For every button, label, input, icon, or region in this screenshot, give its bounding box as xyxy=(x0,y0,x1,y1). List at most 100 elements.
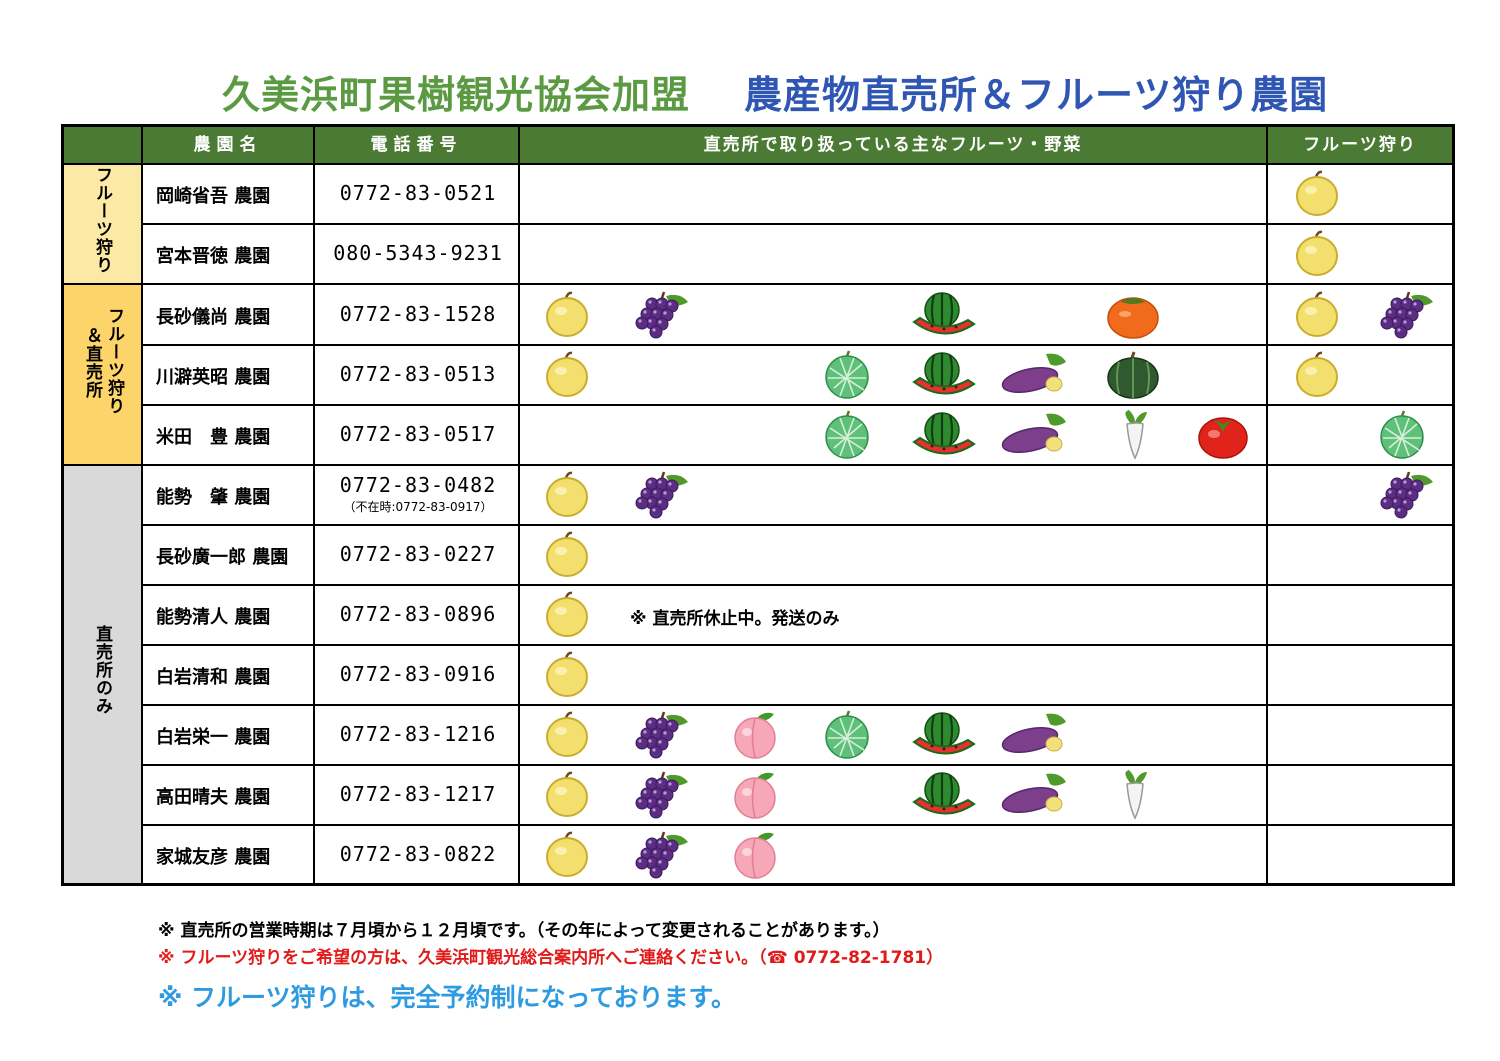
row-divider xyxy=(141,524,1452,526)
sweet-potato-icon xyxy=(1000,410,1066,460)
tomato-icon xyxy=(1196,410,1248,460)
melon-icon xyxy=(822,350,872,400)
watermelon-icon xyxy=(912,410,976,460)
grape-icon xyxy=(1377,290,1433,340)
header-picking: フルーツ狩り xyxy=(1303,135,1417,155)
farm-name: 長砂廣一郎 農園 xyxy=(156,547,289,568)
pear-icon xyxy=(542,770,592,820)
row-divider xyxy=(141,764,1452,766)
footer-note-season: ※ 直売所の営業時期は７月頃から１２月頃です。（その年によって変更されることがあ… xyxy=(158,921,890,941)
pear-icon xyxy=(542,590,592,640)
header-phone: 電話番号 xyxy=(370,135,463,155)
row-divider xyxy=(141,344,1452,346)
pear-icon xyxy=(1292,350,1342,400)
farm-name: 川澼英昭 農園 xyxy=(156,367,271,388)
pear-icon xyxy=(1292,229,1342,279)
category-fruit-picking: フルーツ狩り xyxy=(64,164,143,285)
row-divider xyxy=(141,404,1452,406)
peach-icon xyxy=(730,710,780,760)
grape-icon xyxy=(632,290,688,340)
daikon-icon xyxy=(1115,410,1165,460)
farm-phone: 0772-83-1216 xyxy=(339,722,497,746)
farm-phone: 0772-83-0513 xyxy=(339,362,497,386)
title-association: 久美浜町果樹観光協会加盟 xyxy=(222,73,691,117)
sweet-potato-icon xyxy=(1000,710,1066,760)
footer-note-contact: ※ フルーツ狩りをご希望の方は、久美浜町観光総合案内所へご連絡ください。（☎ 0… xyxy=(158,948,944,968)
peach-icon xyxy=(730,770,780,820)
category-label: 直売所のみ xyxy=(92,625,112,715)
melon-icon xyxy=(1377,410,1427,460)
farm-name: 宮本晋徳 農園 xyxy=(156,246,271,267)
title-main: 農産物直売所＆フルーツ狩り農園 xyxy=(744,73,1329,117)
grape-icon xyxy=(632,710,688,760)
farm-phone: 0772-83-1217 xyxy=(339,782,497,806)
grape-icon xyxy=(632,830,688,880)
peach-icon xyxy=(730,830,780,880)
pear-icon xyxy=(1292,169,1342,219)
watermelon-icon xyxy=(912,770,976,820)
row-divider xyxy=(64,283,1452,285)
farm-name: 長砂儀尚 農園 xyxy=(156,307,271,328)
farm-name: 高田晴夫 農園 xyxy=(156,787,271,808)
farm-name: 能勢 肇 農園 xyxy=(156,487,271,508)
watermelon-icon xyxy=(912,710,976,760)
farm-phone: 0772-83-0822 xyxy=(339,842,497,866)
farm-phone: 0772-83-0521 xyxy=(339,181,497,205)
column-divider xyxy=(141,127,143,883)
footer-note-reservation: ※ フルーツ狩りは、完全予約制になっております。 xyxy=(158,983,737,1012)
table-header: 農園名 電話番号 直売所で取り扱っている主なフルーツ・野菜 フルーツ狩り xyxy=(64,127,1452,164)
melon-icon xyxy=(822,710,872,760)
pumpkin-icon xyxy=(1105,350,1159,400)
category-label-line1: フルーツ狩り xyxy=(104,307,124,415)
pear-icon xyxy=(542,290,592,340)
pear-icon xyxy=(542,650,592,700)
grape-icon xyxy=(632,470,688,520)
grape-icon xyxy=(1377,470,1433,520)
shop-note: ※ 直売所休止中。発送のみ xyxy=(630,609,840,629)
pear-icon xyxy=(1292,290,1342,340)
pear-icon xyxy=(542,350,592,400)
sweet-potato-icon xyxy=(1000,350,1066,400)
farm-name: 米田 豊 農園 xyxy=(156,427,271,448)
farm-phone: 0772-83-0916 xyxy=(339,662,497,686)
farm-name: 白岩清和 農園 xyxy=(156,667,271,688)
row-divider xyxy=(141,824,1452,826)
pear-icon xyxy=(542,710,592,760)
header-items: 直売所で取り扱っている主なフルーツ・野菜 xyxy=(703,135,1083,155)
farm-name: 家城友彦 農園 xyxy=(156,847,271,868)
column-divider xyxy=(518,127,520,883)
persimmon-icon xyxy=(1105,290,1159,340)
category-label: フルーツ狩り xyxy=(92,166,112,274)
sweet-potato-icon xyxy=(1000,770,1066,820)
farm-phone: 080-5343-9231 xyxy=(333,241,503,265)
pear-icon xyxy=(542,830,592,880)
farm-name: 能勢清人 農園 xyxy=(156,607,271,628)
watermelon-icon xyxy=(912,350,976,400)
farm-name: 白岩栄一 農園 xyxy=(156,727,271,748)
pear-icon xyxy=(542,470,592,520)
farm-phone: 0772-83-0482 xyxy=(339,473,497,497)
watermelon-icon xyxy=(912,290,976,340)
page-title: 久美浜町果樹観光協会加盟 農産物直売所＆フルーツ狩り農園 xyxy=(0,64,1500,120)
row-divider xyxy=(141,223,1452,225)
farm-phone: 0772-83-0227 xyxy=(339,542,497,566)
farm-phone: 0772-83-1528 xyxy=(339,302,497,326)
header-divider xyxy=(64,163,1452,165)
category-label-line2: ＆直売所 xyxy=(82,327,102,399)
row-divider xyxy=(64,464,1452,466)
row-divider xyxy=(141,644,1452,646)
column-divider xyxy=(313,127,315,883)
category-picking-and-shop: フルーツ狩り ＆直売所 xyxy=(64,285,143,465)
farm-phone: 0772-83-0896 xyxy=(339,602,497,626)
farm-table: 農園名 電話番号 直売所で取り扱っている主なフルーツ・野菜 フルーツ狩り フルー… xyxy=(61,124,1455,886)
farm-name: 岡崎省吾 農園 xyxy=(156,186,271,207)
row-divider xyxy=(141,704,1452,706)
header-farm-name: 農園名 xyxy=(193,135,263,155)
daikon-icon xyxy=(1115,770,1165,820)
farm-phone: 0772-83-0517 xyxy=(339,422,497,446)
grape-icon xyxy=(632,770,688,820)
row-divider xyxy=(141,584,1452,586)
melon-icon xyxy=(822,410,872,460)
farm-phone-alt: （不在時:0772-83-0917） xyxy=(343,500,493,514)
column-divider xyxy=(1266,127,1268,883)
